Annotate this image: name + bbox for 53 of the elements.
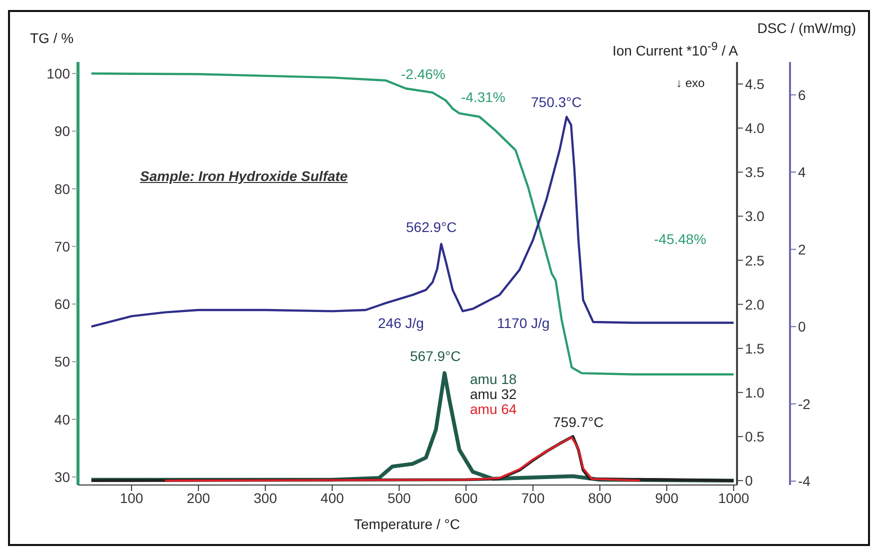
- y2-tick-label: 0.5: [745, 428, 765, 444]
- y-tick-label: 30: [54, 468, 70, 485]
- y-tick-label: 40: [54, 411, 70, 428]
- y-axis-title: TG / %: [30, 30, 74, 46]
- y2-tick-label: 4.5: [745, 76, 765, 92]
- annotation: -45.48%: [654, 231, 706, 247]
- x-tick-label: 300: [254, 490, 278, 506]
- y3-tick-label: 2: [798, 241, 806, 258]
- y-tick-label: 100: [46, 65, 70, 82]
- annotation: ↓ exo: [676, 76, 705, 90]
- y2-tick-label: 2.5: [745, 252, 765, 268]
- y3-tick-label: -2: [798, 396, 811, 412]
- x-tick-label: 200: [186, 490, 210, 506]
- y2-tick-label: 2.0: [745, 296, 765, 312]
- x-tick-label: 1000: [718, 490, 750, 506]
- annotation: 567.9°C: [410, 348, 461, 364]
- line-series: [164, 436, 641, 482]
- x-tick-label: 800: [588, 490, 612, 506]
- y2-tick-label: 3.0: [745, 208, 765, 224]
- y2-tick-label: 0: [745, 472, 753, 489]
- y3-axis-title: DSC / (mW/mg): [757, 20, 856, 36]
- x-axis-title: Temperature / °C: [353, 516, 461, 532]
- annotation: 1170 J/g: [497, 315, 550, 331]
- annotation: 750.3°C: [531, 94, 582, 110]
- y-tick-label: 50: [54, 354, 70, 370]
- annotation: -2.46%: [401, 66, 446, 82]
- annotation: 759.7°C: [553, 414, 604, 430]
- series-label: amu 18: [470, 371, 517, 387]
- y2-tick-label: 4.0: [745, 120, 765, 136]
- x-tick-label: 100: [120, 490, 144, 506]
- annotation: Sample: Iron Hydroxide Sulfate: [140, 168, 348, 184]
- text: amu 64: [470, 401, 517, 417]
- y2-axis-title: Ion Current *10$^{-9}$ / A: [612, 40, 738, 59]
- annotation: -4.31%: [461, 89, 506, 105]
- y2-tick-label: 3.5: [745, 164, 765, 180]
- x-tick-label: 500: [387, 490, 412, 506]
- y2-tick-label: 1.0: [745, 384, 765, 400]
- y3-tick-label: 4: [798, 164, 806, 180]
- y3-tick-label: 6: [798, 86, 806, 103]
- x-tick-label: 600: [454, 490, 478, 506]
- y3-tick-label: 0: [798, 318, 806, 335]
- y-tick-label: 60: [54, 296, 70, 312]
- annotation: 562.9°C: [406, 219, 457, 235]
- annotation: 246 J/g: [378, 315, 424, 331]
- y-tick-label: 80: [54, 180, 70, 197]
- x-tick-label: 400: [320, 490, 344, 506]
- x-tick-label: 900: [655, 490, 679, 506]
- y-tick-label: 70: [54, 238, 70, 254]
- text: amu 32: [470, 386, 517, 402]
- y3-tick-label: -4: [798, 473, 811, 490]
- x-tick-label: 700: [521, 490, 545, 506]
- y2-tick-label: 1.5: [745, 340, 765, 356]
- y-tick-label: 90: [54, 123, 70, 140]
